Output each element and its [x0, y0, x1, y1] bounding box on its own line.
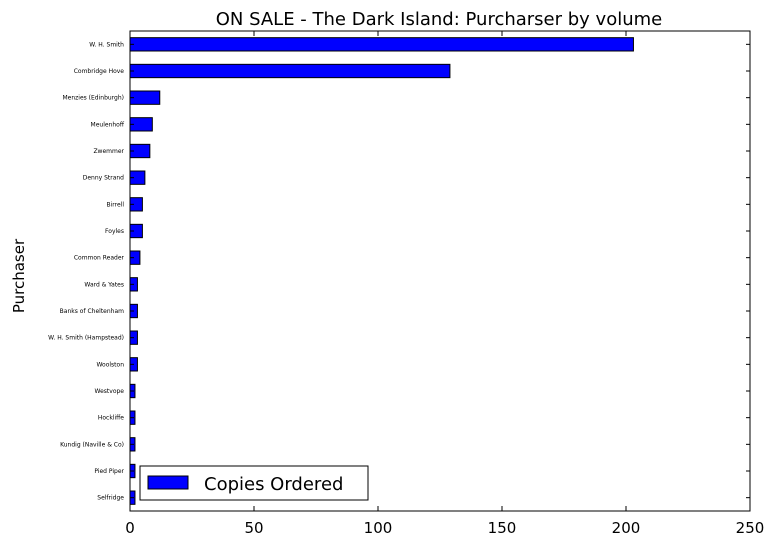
legend: Copies Ordered: [139, 465, 369, 501]
category-label: W. H. Smith: [89, 41, 124, 48]
category-label: Selfridge: [97, 495, 124, 502]
bar: [129, 90, 161, 105]
bars-group: [129, 37, 634, 505]
x-ticks: 0 50 100 150 200 250: [125, 31, 764, 537]
x-tick-label: 200: [612, 519, 641, 537]
bar: [129, 37, 634, 52]
category-label: Foyles: [105, 228, 124, 235]
category-label: Common Reader: [74, 255, 125, 262]
category-label: Banks of Cheltenham: [60, 308, 124, 315]
bar: [129, 63, 451, 79]
category-label: Denny Strand: [83, 175, 124, 182]
category-labels: W. H. Smith Combridge Hove Menzies (Edinbu…: [48, 41, 125, 501]
category-label: Woolston: [96, 361, 124, 368]
category-label: Birrell: [106, 201, 124, 208]
category-label: Pied Piper: [94, 468, 124, 475]
category-label: Menzies (Edinburgh): [62, 95, 124, 102]
x-tick-label: 50: [244, 519, 263, 537]
x-tick-label: 150: [488, 519, 517, 537]
y-axis-label: Purchaser: [10, 238, 28, 313]
category-label: Meulenhoff: [91, 121, 125, 128]
category-label: Zwemmer: [93, 148, 124, 155]
category-label: Combridge Hove: [74, 68, 125, 75]
category-label: Ward & Yates: [84, 281, 124, 288]
x-tick-label: 100: [364, 519, 393, 537]
plot-frame: [129, 30, 751, 512]
chart-title: ON SALE - The Dark Island: Purcharser by…: [216, 9, 662, 30]
x-tick-label: 0: [125, 519, 135, 537]
category-label: W. H. Smith (Hampstead): [48, 335, 124, 342]
category-label: Westvope: [95, 388, 125, 395]
legend-box: [139, 465, 369, 501]
y-tick-marks: [130, 43, 750, 499]
legend-label: Copies Ordered: [204, 474, 343, 495]
legend-swatch: [147, 475, 189, 490]
category-label: Kundig (Naville & Co): [60, 441, 124, 448]
category-label: Hockliffe: [98, 415, 124, 422]
x-tick-label: 250: [736, 519, 765, 537]
